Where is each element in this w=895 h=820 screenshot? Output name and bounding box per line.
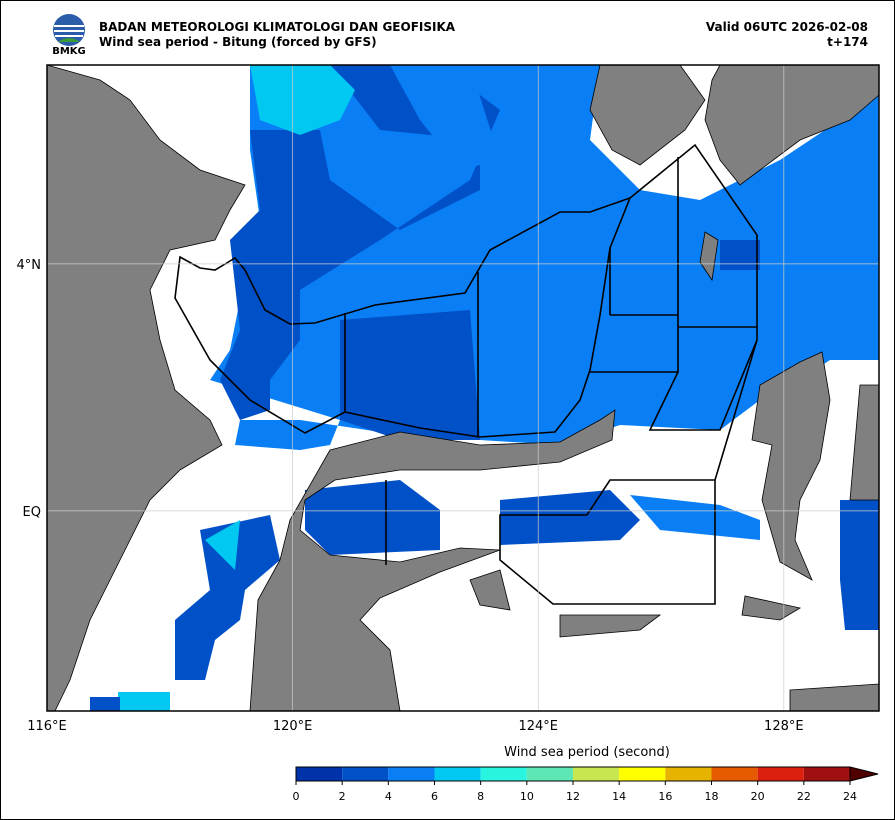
colorbar-bin — [665, 767, 712, 781]
colorbar-tick-label: 20 — [751, 790, 765, 803]
colorbar-bin — [711, 767, 758, 781]
shade — [630, 495, 760, 540]
land — [249, 409, 616, 711]
colorbar-bin — [573, 767, 620, 781]
colorbar-tick-label: 10 — [520, 790, 534, 803]
shade — [175, 515, 280, 680]
map — [47, 65, 879, 711]
logo-text: BMKG — [52, 46, 86, 57]
colorbar-bin — [803, 767, 850, 781]
map-title: Wind sea period - Bitung (forced by GFS) — [99, 35, 377, 49]
colorbar: 0 2 4 6 8 10 12 14 16 18 20 22 24 — [293, 766, 879, 803]
shade — [340, 310, 480, 440]
shade — [720, 240, 760, 270]
grid — [47, 65, 879, 711]
shade — [500, 490, 640, 545]
land — [704, 65, 879, 186]
colorbar-bin — [388, 767, 435, 781]
colorbar-tick-label: 12 — [566, 790, 580, 803]
shade — [840, 500, 879, 630]
land — [47, 65, 246, 711]
land — [741, 595, 802, 621]
colorbar-tick-label: 18 — [705, 790, 719, 803]
land — [589, 65, 706, 166]
map-frame — [46, 64, 880, 712]
colorbar-tick-label: 2 — [339, 790, 346, 803]
shade — [390, 65, 500, 170]
colorbar-frame — [295, 766, 851, 782]
land — [559, 614, 662, 638]
colorbar-tick-label: 8 — [477, 790, 484, 803]
valid-time: Valid 06UTC 2026-02-08 — [706, 20, 868, 34]
logo: BMKG — [52, 14, 86, 57]
shade — [118, 692, 170, 711]
land — [751, 351, 831, 581]
shade — [220, 65, 500, 420]
shade — [250, 65, 355, 135]
colorbar-bin — [619, 767, 666, 781]
colorbar-tick-label: 14 — [612, 790, 626, 803]
colorbar-bin — [296, 767, 343, 781]
y-tick-label: EQ — [23, 505, 41, 520]
forecast-step: t+174 — [827, 35, 868, 49]
land — [699, 231, 719, 282]
colorbar-label: Wind sea period (second) — [504, 745, 670, 760]
x-tick-label: 116°E — [27, 719, 67, 734]
colorbar-bin — [434, 767, 481, 781]
x-tick-label: 124°E — [518, 719, 558, 734]
colorbar-bin — [342, 767, 389, 781]
land — [789, 683, 879, 711]
x-tick-label: 128°E — [764, 719, 804, 734]
colorbar-tick-label: 16 — [658, 790, 672, 803]
shade — [90, 697, 120, 711]
colorbar-bin — [480, 767, 527, 781]
colorbar-bin — [526, 767, 573, 781]
y-tick-label: 4°N — [17, 258, 42, 273]
land — [849, 384, 879, 501]
axis-ticks: 116°E 120°E 124°E 128°E 4°N EQ — [17, 258, 804, 734]
shade — [305, 480, 440, 555]
colorbar-tick-label: 0 — [293, 790, 300, 803]
colorbar-tick-label: 4 — [385, 790, 392, 803]
x-tick-label: 120°E — [273, 719, 313, 734]
colorbar-bin — [757, 767, 804, 781]
land — [469, 569, 511, 611]
zone-outline — [344, 143, 758, 605]
colorbar-tick-label: 6 — [431, 790, 438, 803]
colorbar-tick-label: 24 — [843, 790, 857, 803]
organization: BADAN METEOROLOGI KLIMATOLOGI DAN GEOFIS… — [99, 20, 456, 34]
colorbar-tick-label: 22 — [797, 790, 811, 803]
shade — [205, 520, 240, 570]
